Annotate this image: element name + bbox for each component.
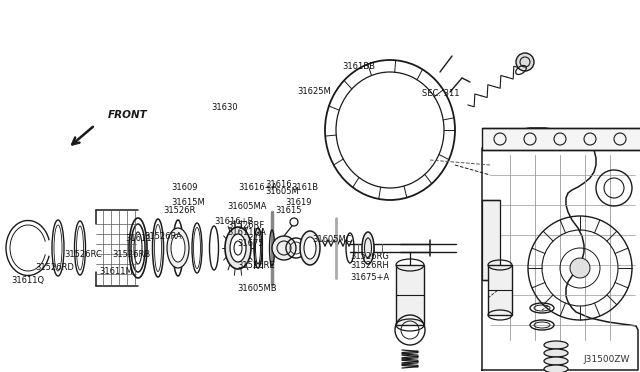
Text: 31611M: 31611M	[99, 267, 133, 276]
Text: 31526RF: 31526RF	[227, 221, 264, 230]
Circle shape	[290, 218, 298, 226]
Text: 31526RG: 31526RG	[351, 252, 390, 261]
Text: 31619: 31619	[285, 198, 311, 207]
Text: 31611Q: 31611Q	[12, 276, 45, 285]
Bar	[488, 265, 512, 315]
Text: 31675+A: 31675+A	[351, 273, 390, 282]
Text: 31615: 31615	[275, 206, 301, 215]
Text: 31630: 31630	[211, 103, 238, 112]
Text: 31609: 31609	[172, 183, 198, 192]
Text: 31616+A: 31616+A	[238, 183, 277, 192]
Text: 31625M: 31625M	[298, 87, 332, 96]
Ellipse shape	[544, 349, 568, 357]
Bar	[396, 265, 424, 325]
Ellipse shape	[225, 227, 251, 269]
Circle shape	[570, 258, 590, 278]
Ellipse shape	[167, 228, 189, 268]
Text: 31611QA: 31611QA	[227, 228, 266, 237]
Circle shape	[272, 236, 296, 260]
Text: J31500ZW: J31500ZW	[584, 355, 630, 364]
Text: 31526R: 31526R	[163, 206, 196, 215]
Text: 31526RH: 31526RH	[351, 262, 390, 270]
Text: 31675: 31675	[237, 239, 264, 248]
Text: 31526RB: 31526RB	[112, 250, 150, 259]
Circle shape	[516, 53, 534, 71]
Ellipse shape	[171, 234, 185, 262]
Text: 31616: 31616	[266, 180, 292, 189]
Bar	[482, 200, 500, 280]
Ellipse shape	[544, 341, 568, 349]
Text: 31605MA: 31605MA	[227, 202, 267, 211]
Text: 31605MC: 31605MC	[312, 235, 352, 244]
Circle shape	[404, 272, 416, 284]
Ellipse shape	[230, 234, 246, 262]
Text: 3161B: 3161B	[291, 183, 318, 192]
Text: 31616+B: 31616+B	[214, 217, 254, 226]
Text: 31615M: 31615M	[172, 198, 205, 207]
Text: 31611: 31611	[125, 234, 151, 243]
Text: 31526RA: 31526RA	[144, 232, 182, 241]
Text: 31605M: 31605M	[266, 187, 300, 196]
Ellipse shape	[300, 231, 320, 265]
Text: 31526RD: 31526RD	[35, 263, 74, 272]
Ellipse shape	[544, 365, 568, 372]
Text: 3161BB: 3161BB	[342, 62, 376, 71]
Text: 31605MB: 31605MB	[237, 284, 276, 293]
Text: FRONT: FRONT	[108, 110, 148, 120]
Text: 31526RC: 31526RC	[64, 250, 102, 259]
Ellipse shape	[304, 237, 316, 259]
Ellipse shape	[362, 232, 374, 264]
Bar	[482, 128, 640, 150]
Ellipse shape	[544, 357, 568, 365]
Text: 31526RE: 31526RE	[237, 262, 275, 270]
Text: SEC. 311: SEC. 311	[422, 89, 460, 97]
